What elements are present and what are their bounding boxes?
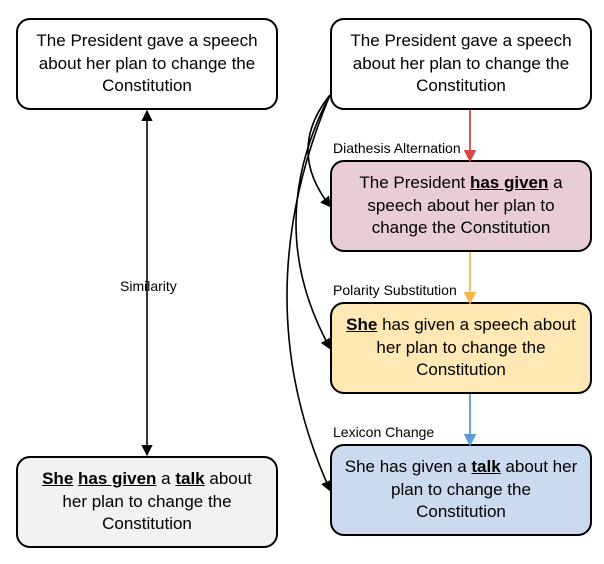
text-segment: a [156,469,175,488]
box-left-top: The President gave a speech about her pl… [16,18,278,110]
box-right-4: She has given a talk about her plan to c… [330,444,592,536]
text-segment: talk [471,457,500,476]
text-segment: has given [470,173,548,192]
label-diathesis: Diathesis Alternation [333,140,461,156]
text-segment: The President gave a speech about her pl… [350,31,571,96]
box-left-bottom: She has given a talk about her plan to c… [16,456,278,548]
text-segment: The President gave a speech about her pl… [36,31,257,96]
text-segment: has given [78,469,156,488]
text-segment: talk [175,469,204,488]
label-polarity: Polarity Substitution [333,282,457,298]
label-similarity: Similarity [120,278,177,294]
text-segment: She [346,315,377,334]
text-segment: She [42,469,73,488]
label-lexicon: Lexicon Change [333,424,434,440]
text-segment: has given a speech about her plan to cha… [376,315,575,380]
box-right-2: The President has given a speech about h… [330,160,592,252]
box-right-1: The President gave a speech about her pl… [330,18,592,110]
text-segment: She has given a [345,457,472,476]
box-right-3: She has given a speech about her plan to… [330,302,592,394]
text-segment: The President [359,173,470,192]
